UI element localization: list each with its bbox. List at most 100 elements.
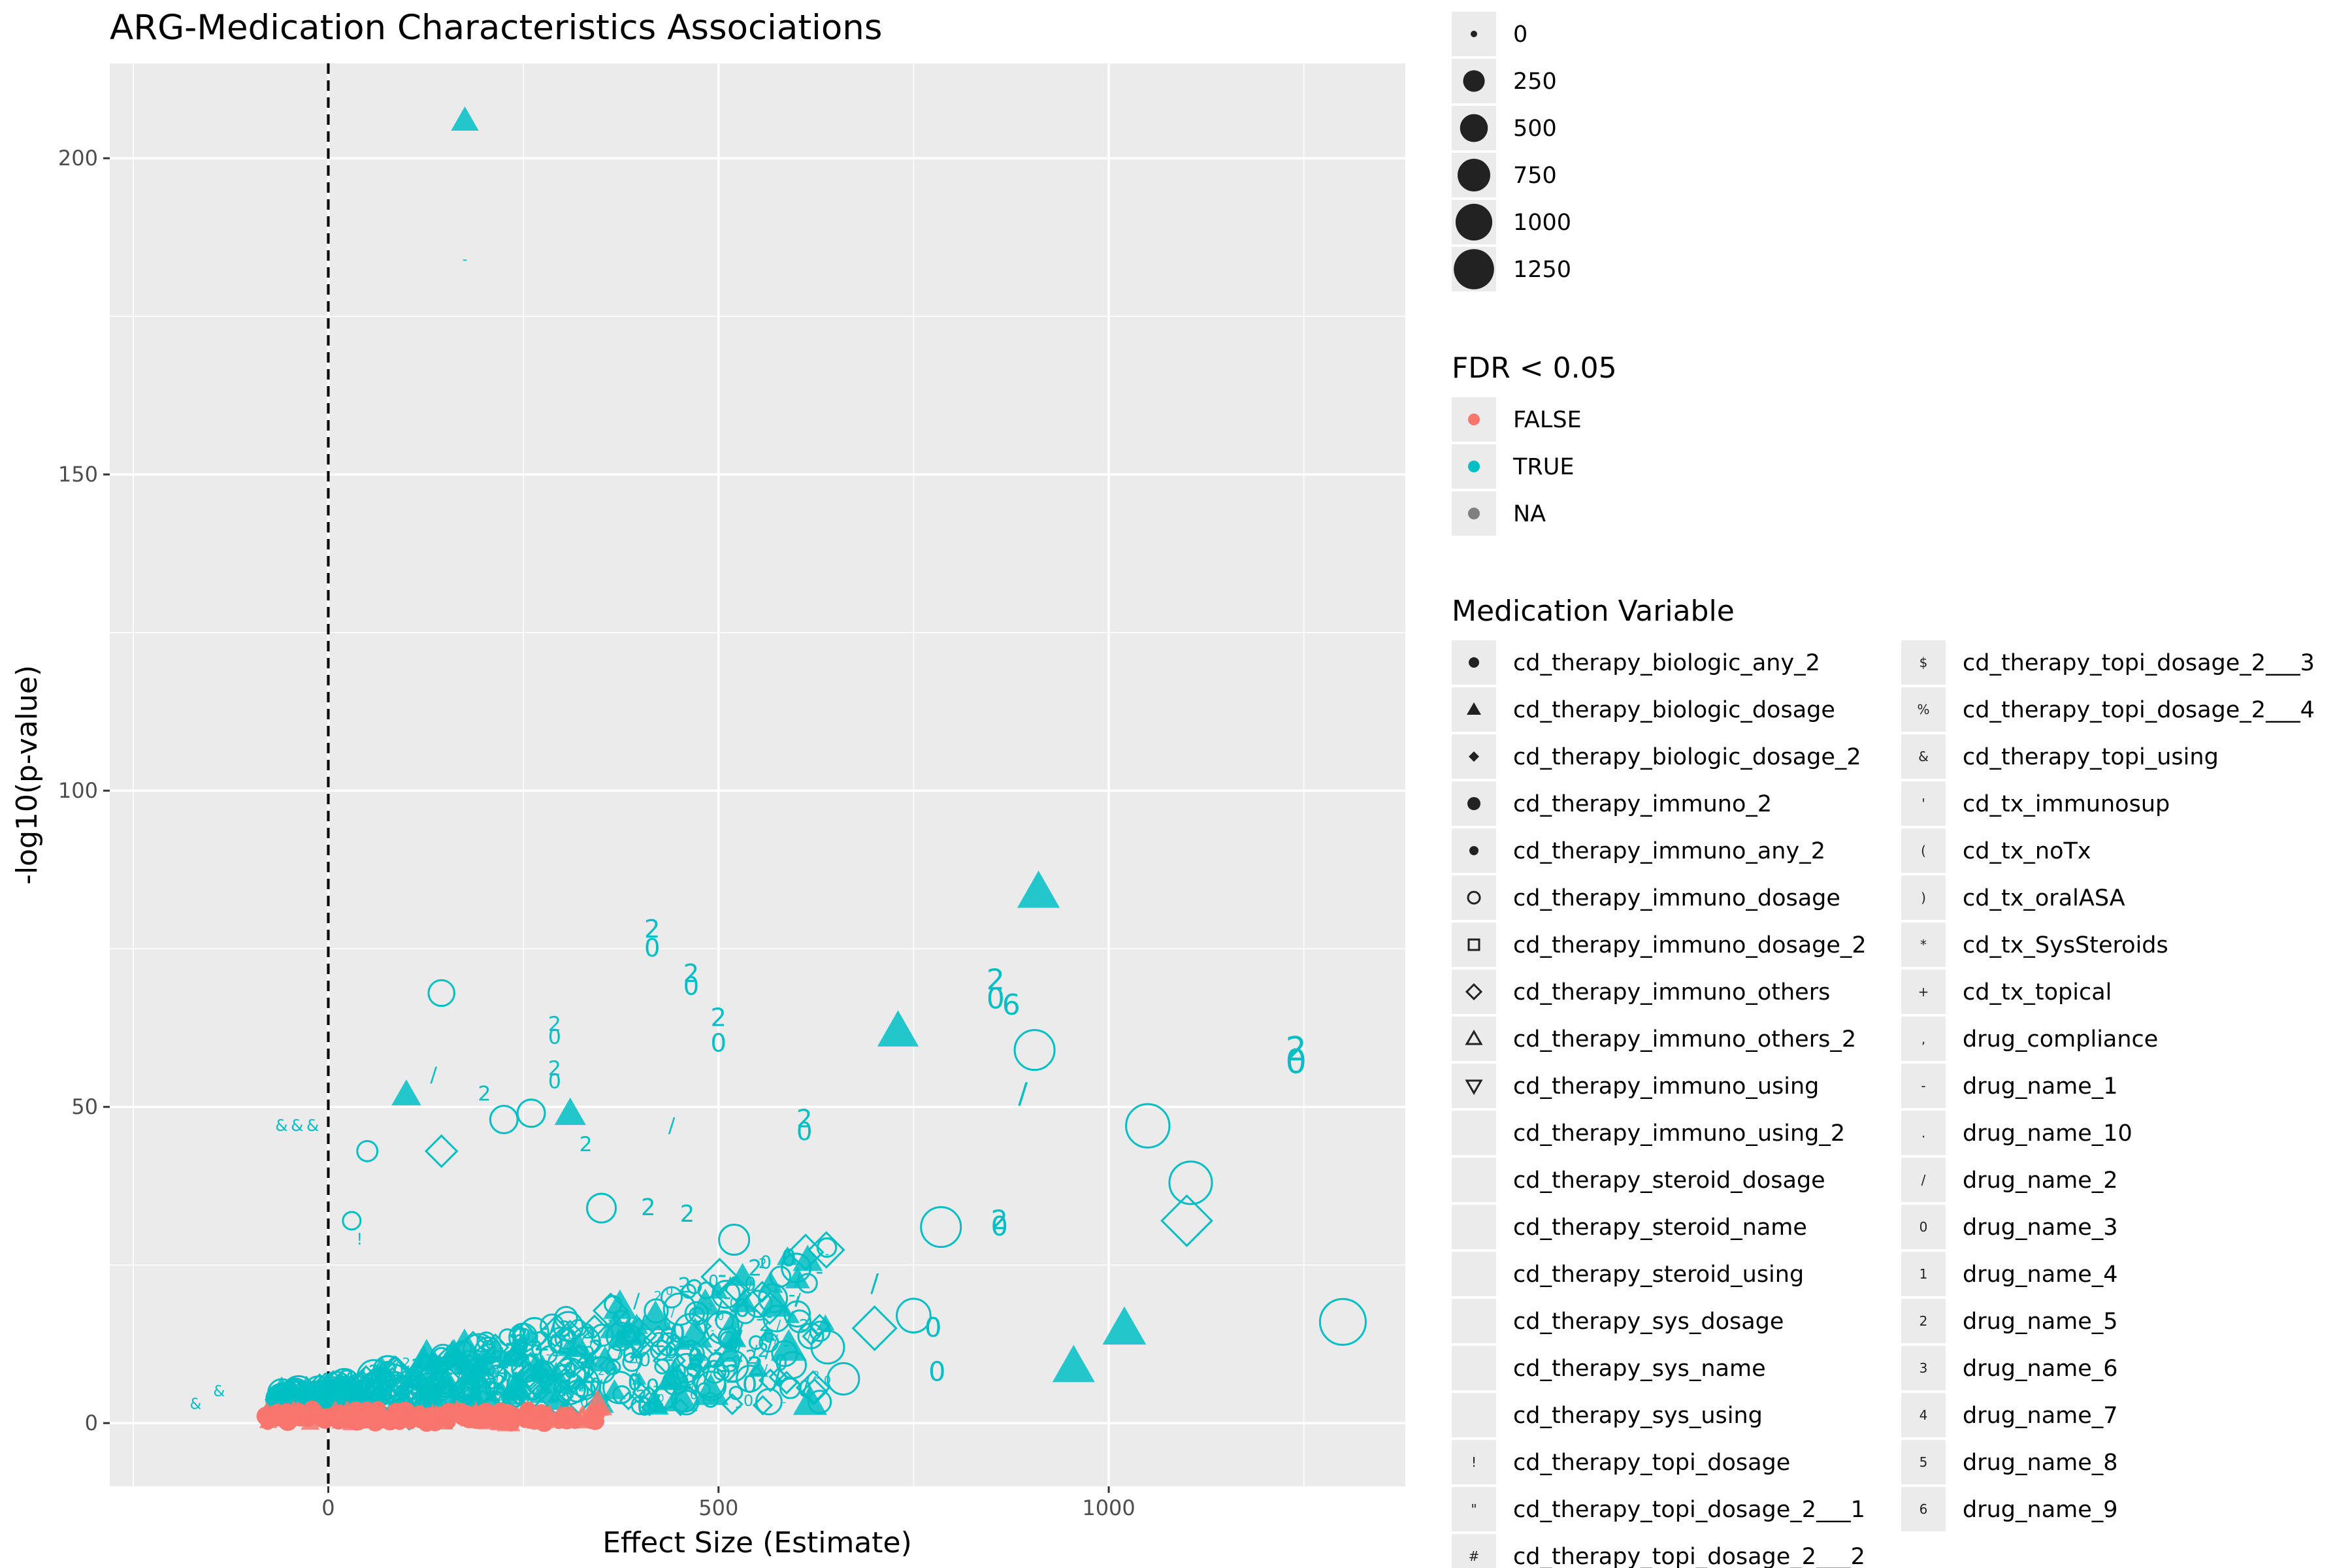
shape-key-bg [1452, 1487, 1496, 1531]
shape-key-bg [1901, 640, 1946, 685]
cloud-point: / [752, 1341, 758, 1360]
cloud-point: - [410, 1360, 419, 1390]
cloud-point: / [457, 1362, 463, 1384]
data-point-32 [427, 979, 455, 1007]
cloud-point: - [505, 1338, 509, 1350]
data-point-41: / [430, 1064, 437, 1087]
data-point-11 [920, 1206, 962, 1249]
data-point-58 [826, 1362, 860, 1396]
shape-key-glyph: & [1918, 749, 1929, 764]
cloud-point: 0 [582, 1343, 595, 1366]
cloud-point: 0 [717, 1311, 724, 1323]
shape-key-bg [1901, 1346, 1946, 1390]
cloud-point: 2 [748, 1255, 762, 1281]
shape-key-glyph: , [1921, 1031, 1925, 1047]
shape-key-bg [1452, 1252, 1496, 1296]
shape-key-glyph: # [1469, 1548, 1480, 1564]
cloud-point: 2 [653, 1383, 661, 1399]
shape-key-label: cd_therapy_topi_dosage_2___3 [1963, 650, 2315, 676]
cloud-point: - [546, 1348, 550, 1362]
cloud-point [581, 1352, 598, 1367]
cloud-point [539, 1315, 572, 1348]
shape-key-bg [1452, 1393, 1496, 1437]
cloud-point: 0 [760, 1251, 772, 1273]
cloud-point: - [366, 1371, 371, 1388]
shape-key-label: drug_name_7 [1963, 1403, 2118, 1429]
shape-key-label: drug_name_5 [1963, 1309, 2118, 1335]
cloud-point: - [578, 1370, 582, 1384]
cloud-point: / [764, 1338, 772, 1363]
data-points: //2//-//0/0-0/0---0-0//2/-//----0222/-00… [189, 106, 1367, 1432]
cloud-point [569, 1375, 587, 1390]
shape-key-label: cd_therapy_sys_name [1513, 1356, 1766, 1382]
cloud-point: 0 [663, 1317, 671, 1331]
data-point-26: 0 [548, 1070, 561, 1093]
data-point-40: / [1018, 1077, 1028, 1111]
shape-key-glyph [1467, 702, 1481, 715]
shape-key-glyph [1467, 797, 1480, 810]
data-point-64 [678, 1317, 713, 1348]
cloud-point: 0 [708, 1271, 719, 1290]
cloud-point: / [803, 1373, 810, 1396]
shape-key-glyph [1465, 983, 1483, 1001]
data-point-34 [554, 1097, 586, 1125]
cloud-point-false [312, 1404, 323, 1415]
cloud-point [622, 1352, 642, 1372]
size-key-dot [1454, 249, 1494, 289]
shape-key-glyph: 2 [1919, 1313, 1928, 1329]
cloud-point [528, 1354, 557, 1379]
data-point-30: 2 [991, 1204, 1008, 1235]
shape-key-glyph: - [1921, 1078, 1925, 1094]
cloud-point: - [660, 1339, 664, 1352]
data-point-48 [586, 1192, 617, 1224]
data-point-19: 0 [711, 1028, 727, 1058]
cloud-point [499, 1371, 534, 1401]
shape-key-bg [1452, 970, 1496, 1014]
cloud-point [724, 1328, 747, 1348]
data-point-53: / [870, 1269, 879, 1298]
cloud-point: / [549, 1315, 557, 1338]
data-point-39: / [668, 1114, 676, 1137]
cloud-point [785, 1266, 810, 1288]
shape-key-label: cd_therapy_sys_using [1513, 1403, 1763, 1429]
cloud-point [487, 1364, 508, 1385]
cloud-point: / [489, 1337, 493, 1349]
cloud-point: 0 [563, 1358, 578, 1384]
x-axis-ticks: 0 500 1000 [321, 1486, 1135, 1520]
cloud-point: 0 [743, 1392, 753, 1410]
shape-key-bg [1452, 875, 1496, 920]
cloud-point: / [357, 1373, 365, 1399]
cloud-point: - [622, 1320, 629, 1344]
size-key-dot [1458, 159, 1490, 191]
size-key-dot [1463, 70, 1485, 92]
x-tick-label: 0 [321, 1495, 335, 1520]
cloud-point: 2 [759, 1256, 767, 1271]
cloud-point [807, 1390, 832, 1414]
data-point-45 [356, 1140, 379, 1162]
shape-key-label: drug_name_8 [1963, 1450, 2118, 1476]
cloud-point: / [774, 1332, 779, 1346]
shape-key-bg [1452, 1064, 1496, 1108]
cloud-point: - [402, 1364, 411, 1394]
cloud-point [506, 1388, 525, 1407]
data-point-42: & [291, 1116, 303, 1135]
cloud-point: 2 [513, 1360, 527, 1386]
cloud-point [427, 1362, 462, 1396]
data-point-0 [451, 106, 479, 131]
cloud-point: / [747, 1280, 752, 1296]
data-point-22: 6 [1002, 988, 1021, 1022]
shape-key-label: cd_therapy_topi_dosage_2___1 [1513, 1497, 1865, 1523]
shape-key-glyph: / [1921, 1172, 1926, 1188]
cloud-point: 0 [508, 1352, 517, 1369]
data-point-57 [851, 1305, 898, 1352]
shape-key-label: cd_therapy_immuno_2 [1513, 791, 1772, 817]
data-point-51 [718, 1223, 751, 1256]
data-point-6 [1318, 1298, 1367, 1346]
cloud-point: - [783, 1396, 787, 1409]
shape-key-label: drug_name_1 [1963, 1073, 2118, 1100]
shape-key-label: cd_tx_noTx [1963, 838, 2091, 864]
cloud-point [722, 1275, 749, 1302]
shape-key-bg [1901, 1017, 1946, 1061]
data-point-59 [810, 1330, 845, 1365]
data-point-1: - [463, 252, 468, 268]
